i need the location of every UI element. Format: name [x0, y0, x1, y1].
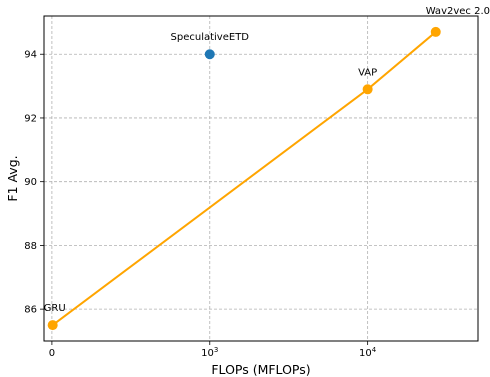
x-tick-label: 0 — [49, 348, 55, 359]
data-point — [204, 49, 215, 60]
grid — [44, 16, 478, 341]
y-tick-label: 94 — [24, 50, 37, 61]
y-axis-title: F1 Avg. — [5, 155, 20, 201]
y-tick-label: 90 — [24, 177, 37, 188]
point-annotation: GRU — [44, 303, 66, 314]
x-tick-exponent: 3 — [214, 346, 218, 354]
x-axis-title: FLOPs (MFLOPs) — [211, 362, 310, 377]
data-point — [362, 84, 373, 95]
series-line — [52, 31, 437, 326]
point-annotation: SpeculativeETD — [171, 32, 250, 43]
y-tick-label: 88 — [24, 241, 37, 252]
series-layer — [47, 26, 441, 331]
x-tick-label: 103 — [201, 346, 218, 359]
data-point — [430, 26, 441, 37]
y-tick-label: 92 — [24, 113, 37, 124]
annotations: SpeculativeETD GRU VAP Wav2vec 2.0 — [44, 6, 490, 314]
ticks: 0 103 104 86 88 90 92 94 — [24, 50, 377, 359]
data-point — [47, 320, 58, 331]
x-tick-label: 104 — [359, 346, 377, 359]
y-tick-label: 86 — [24, 305, 37, 316]
plot-frame — [43, 15, 479, 342]
x-tick-exponent: 4 — [372, 346, 377, 354]
point-annotation: Wav2vec 2.0 — [426, 6, 490, 17]
point-annotation: VAP — [358, 67, 377, 78]
